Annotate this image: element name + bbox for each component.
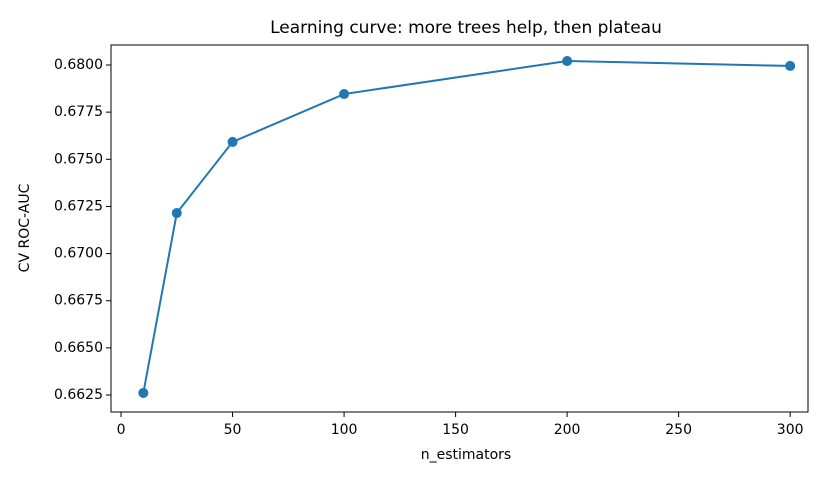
y-tick-label: 0.6650 <box>54 340 103 356</box>
y-tick-label: 0.6725 <box>54 198 103 214</box>
point <box>562 56 573 67</box>
point <box>171 208 182 219</box>
x-tick-label: 0 <box>117 422 126 438</box>
y-tick-label: 0.6775 <box>54 104 103 120</box>
line <box>142 60 791 394</box>
point <box>227 136 238 147</box>
point <box>138 387 149 398</box>
x-tick-label: 150 <box>442 422 469 438</box>
y-tick-label: 0.6625 <box>54 387 103 403</box>
plot-frame <box>110 44 809 413</box>
y-tick-label: 0.6675 <box>54 293 103 309</box>
chart-title: Learning curve: more trees help, then pl… <box>270 18 662 38</box>
x-tick-label: 100 <box>331 422 358 438</box>
point <box>785 60 796 71</box>
x-tick-label: 300 <box>777 422 804 438</box>
y-tick-label: 0.6800 <box>54 57 103 73</box>
x-tick-label: 50 <box>224 422 242 438</box>
x-tick-label: 250 <box>665 422 692 438</box>
y-axis-label: CV ROC-AUC <box>17 183 33 272</box>
x-tick-label: 200 <box>554 422 581 438</box>
y-tick-label: 0.6750 <box>54 151 103 167</box>
y-tick-label: 0.6700 <box>54 246 103 262</box>
x-axis-label: n_estimators <box>421 447 511 463</box>
point <box>339 89 350 100</box>
